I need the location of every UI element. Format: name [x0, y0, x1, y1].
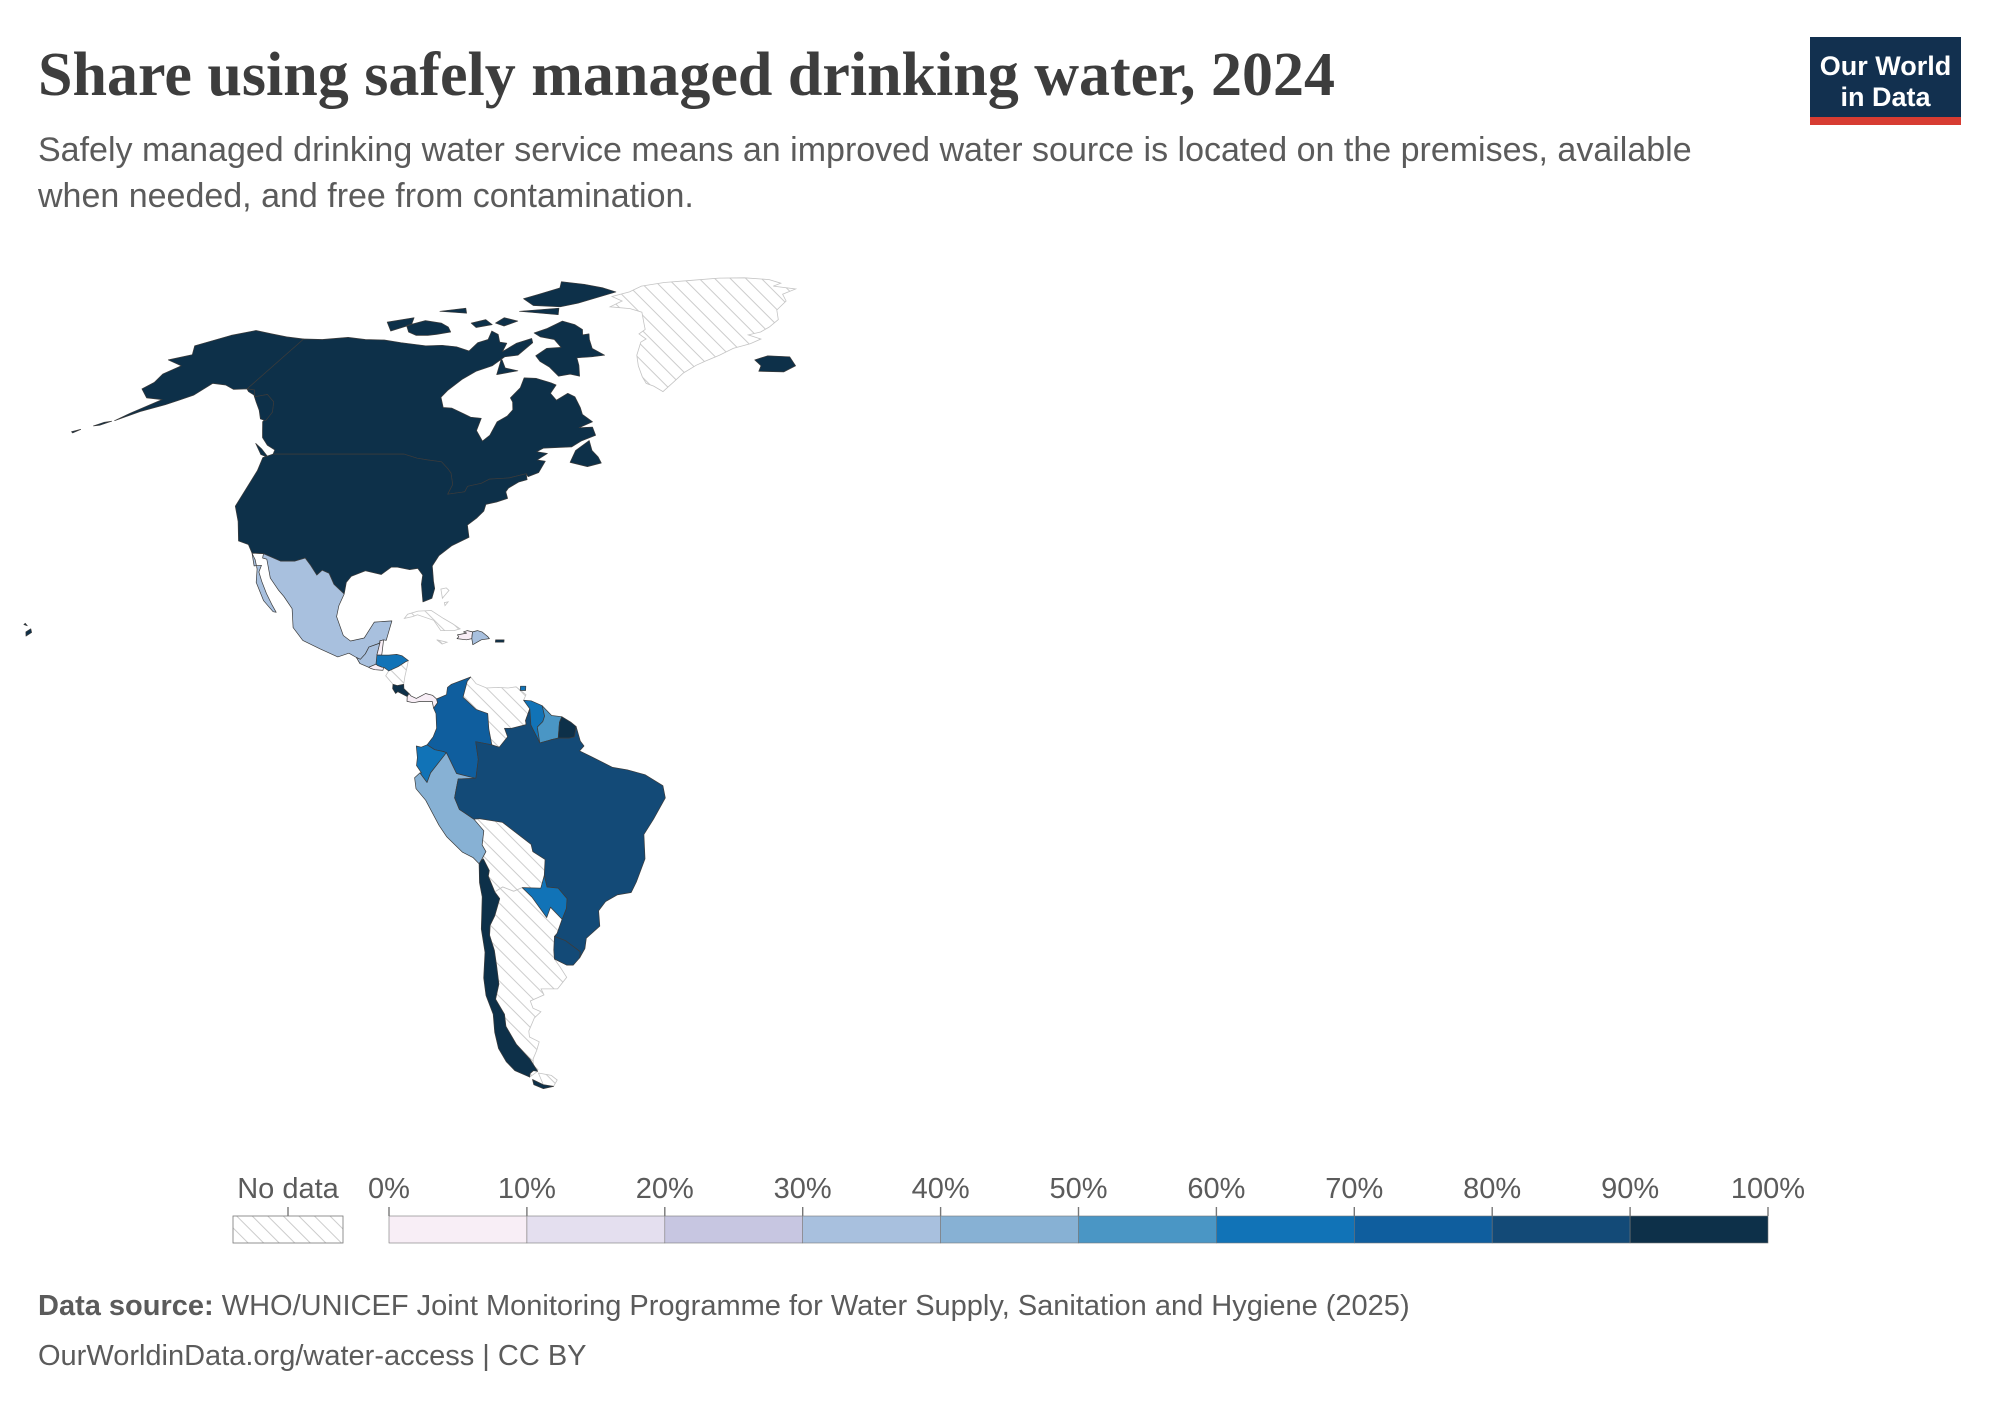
svg-text:50%: 50%	[1049, 1173, 1107, 1205]
svg-text:20%: 20%	[636, 1173, 694, 1205]
svg-text:60%: 60%	[1187, 1173, 1245, 1205]
svg-text:No data: No data	[237, 1173, 339, 1205]
svg-text:90%: 90%	[1601, 1173, 1659, 1205]
svg-text:30%: 30%	[774, 1173, 832, 1205]
svg-text:0%: 0%	[368, 1173, 410, 1205]
svg-text:100%: 100%	[1731, 1173, 1805, 1205]
svg-text:40%: 40%	[912, 1173, 970, 1205]
svg-text:70%: 70%	[1325, 1173, 1383, 1205]
svg-text:80%: 80%	[1463, 1173, 1521, 1205]
svg-text:10%: 10%	[498, 1173, 556, 1205]
